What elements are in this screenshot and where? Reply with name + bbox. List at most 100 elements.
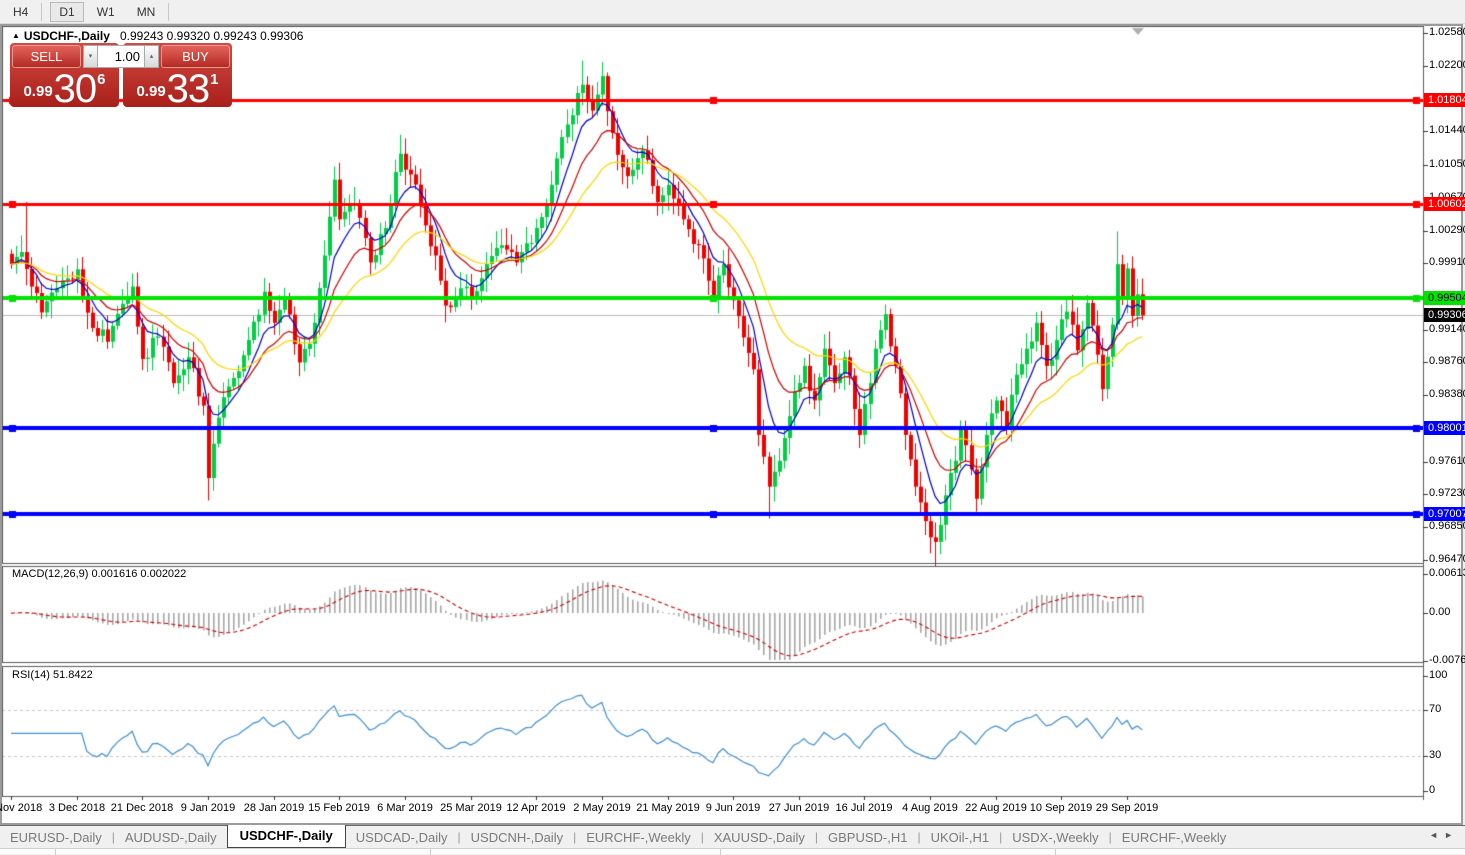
- buy-price-pips: 33: [166, 67, 210, 111]
- chart-canvas[interactable]: [2, 26, 1461, 823]
- price-axis-tick: 0.97230: [1429, 487, 1465, 499]
- sell-price[interactable]: 0.99 30 6: [10, 67, 119, 111]
- volume-stepper: ▾ 1.00 ▴: [83, 45, 159, 69]
- timeframe-button-d1[interactable]: D1: [50, 1, 84, 22]
- tab-scroll-left-icon[interactable]: ◄: [1429, 830, 1445, 840]
- chart-tab-usdcad-daily[interactable]: USDCAD-,Daily: [355, 829, 448, 845]
- date-axis-label: 21 May 2019: [636, 802, 700, 814]
- chart-tab-audusd-daily[interactable]: AUDUSD-,Daily: [124, 829, 217, 845]
- tab-separator: |: [457, 830, 461, 844]
- price-level-label: 0.97007: [1424, 507, 1465, 521]
- rsi-axis-tick: 100: [1429, 669, 1448, 681]
- price-level-label: 1.00602: [1424, 197, 1465, 211]
- one-click-trading-panel: SELL ▾ 1.00 ▴ BUY 0.99 30 6 0.99 33 1: [10, 43, 232, 111]
- date-axis-label: 2 May 2019: [573, 802, 631, 814]
- price-axis-tick: 1.02580: [1429, 26, 1465, 38]
- chart-ohlc-quotes: 0.99243 0.99320 0.99243 0.99306: [119, 29, 304, 43]
- price-axis-tick: 1.01440: [1429, 124, 1465, 136]
- price-axis-tick: 0.98380: [1429, 388, 1465, 400]
- timeframe-button-w1[interactable]: W1: [96, 4, 115, 19]
- price-axis-tick: 0.97610: [1429, 455, 1465, 467]
- date-axis-label: 6 Mar 2019: [377, 802, 433, 814]
- price-axis-tick: 0.99140: [1429, 323, 1465, 335]
- buy-price-base: 0.99: [136, 83, 166, 100]
- price-axis-tick: 0.98760: [1429, 355, 1465, 367]
- chart-tab-usdcnh-daily[interactable]: USDCNH-,Daily: [470, 829, 564, 845]
- chart-tab-eurchf-weekly[interactable]: EURCHF-,Weekly: [586, 829, 691, 845]
- sell-price-point: 6: [97, 71, 106, 88]
- rsi-axis-tick: 70: [1429, 703, 1442, 715]
- tab-scroll-arrows[interactable]: ◄►: [1429, 830, 1459, 840]
- chart-tab-eurchf-weekly[interactable]: EURCHF-,Weekly: [1121, 829, 1227, 845]
- rsi-indicator-label: RSI(14) 51.8422: [12, 669, 93, 681]
- sell-button[interactable]: SELL: [12, 45, 81, 68]
- chart-tab-eurusd-daily[interactable]: EURUSD-,Daily: [10, 829, 102, 845]
- macd-axis-tick: 0.00: [1429, 606, 1451, 618]
- price-axis-tick: 0.99910: [1429, 256, 1465, 268]
- date-axis-label: 3 Dec 2018: [48, 802, 106, 814]
- date-axis-label: 9 Jan 2019: [180, 802, 236, 814]
- tab-separator: |: [1108, 830, 1112, 844]
- date-axis-label: 4 Aug 2019: [902, 802, 958, 814]
- date-axis-label: 14 Nov 2018: [0, 802, 43, 814]
- price-axis-tick: 1.00290: [1429, 224, 1465, 236]
- date-axis-label: 16 Jul 2019: [835, 802, 893, 814]
- tab-separator: |: [111, 830, 115, 844]
- tab-scroll-right-icon[interactable]: ►: [1444, 830, 1459, 840]
- current-price-label: 0.99306: [1424, 308, 1465, 322]
- tab-separator: |: [700, 830, 704, 844]
- chart-tab-usdchf-daily[interactable]: USDCHF-,Daily: [226, 824, 346, 848]
- status-strip-separator: [55, 849, 56, 855]
- buy-price-point: 1: [210, 71, 219, 88]
- volume-input[interactable]: 1.00: [98, 45, 144, 68]
- price-level-label: 0.98001: [1424, 421, 1465, 435]
- date-axis-label: 9 Jun 2019: [705, 802, 761, 814]
- timeframe-toolbar: H4 D1 W1 MN: [0, 0, 1465, 24]
- tab-separator: |: [573, 830, 577, 844]
- buy-button[interactable]: BUY: [161, 45, 230, 68]
- rsi-axis-tick: 30: [1429, 749, 1442, 761]
- date-axis-label: 21 Dec 2018: [110, 802, 174, 814]
- timeframe-button-h4[interactable]: H4: [13, 4, 29, 19]
- date-axis-label: 22 Aug 2019: [965, 802, 1027, 814]
- chart-title: ▲ USDCHF-,Daily 0.99243 0.99320 0.99243 0.…: [12, 29, 303, 43]
- status-strip-separator: [430, 849, 431, 855]
- date-axis-label: 28 Jan 2019: [243, 802, 305, 814]
- chart-tab-usdx-weekly[interactable]: USDX-,Weekly: [1012, 829, 1099, 845]
- status-strip-separator: [720, 849, 721, 855]
- sell-price-base: 0.99: [23, 83, 53, 100]
- date-axis-label: 10 Sep 2019: [1029, 802, 1093, 814]
- toolbar-separator: [168, 2, 170, 21]
- macd-axis-tick: -0.007612: [1429, 654, 1465, 666]
- price-axis-tick: 1.02200: [1429, 59, 1465, 71]
- status-strip-separator: [1055, 849, 1056, 855]
- buy-price[interactable]: 0.99 33 1: [123, 67, 232, 111]
- macd-indicator-label: MACD(12,26,9) 0.001616 0.002022: [12, 568, 187, 580]
- volume-decrease-button[interactable]: ▾: [83, 45, 98, 68]
- price-axis-tick: 0.96470: [1429, 553, 1465, 565]
- collapse-panel-icon[interactable]: ▲: [12, 31, 20, 40]
- date-axis-label: 25 Mar 2019: [440, 802, 502, 814]
- macd-axis-tick: 0.00613: [1429, 567, 1465, 579]
- status-strip: [0, 848, 1465, 855]
- date-axis-label: 15 Feb 2019: [308, 802, 370, 814]
- chart-tab-bar: EURUSD-,Daily | AUDUSD-,Daily USDCHF-,Daily…: [0, 824, 1465, 855]
- date-axis-label: 27 Jun 2019: [768, 802, 830, 814]
- chart-tab-ukoil-h1[interactable]: UKOil-,H1: [930, 829, 990, 845]
- volume-increase-button[interactable]: ▴: [144, 45, 159, 68]
- tab-separator: |: [999, 830, 1003, 844]
- timeframe-button-mn[interactable]: MN: [136, 4, 156, 19]
- date-axis-label: 29 Sep 2019: [1095, 802, 1159, 814]
- date-axis-label: 12 Apr 2019: [506, 802, 566, 814]
- chart-tab-gbpusd-h1[interactable]: GBPUSD-,H1: [827, 829, 908, 845]
- chart-symbol-label: USDCHF-,Daily: [23, 29, 110, 43]
- price-axis-tick: 1.01050: [1429, 158, 1465, 170]
- sell-price-pips: 30: [53, 67, 97, 111]
- tab-separator: |: [917, 830, 921, 844]
- price-axis-tick: 0.96850: [1429, 520, 1465, 532]
- price-level-label: 0.99504: [1424, 291, 1465, 305]
- toolbar-separator: [41, 2, 43, 21]
- tab-separator: |: [814, 830, 818, 844]
- chart-tab-xauusd-daily[interactable]: XAUUSD-,Daily: [713, 829, 805, 845]
- rsi-axis-tick: 0: [1429, 784, 1436, 796]
